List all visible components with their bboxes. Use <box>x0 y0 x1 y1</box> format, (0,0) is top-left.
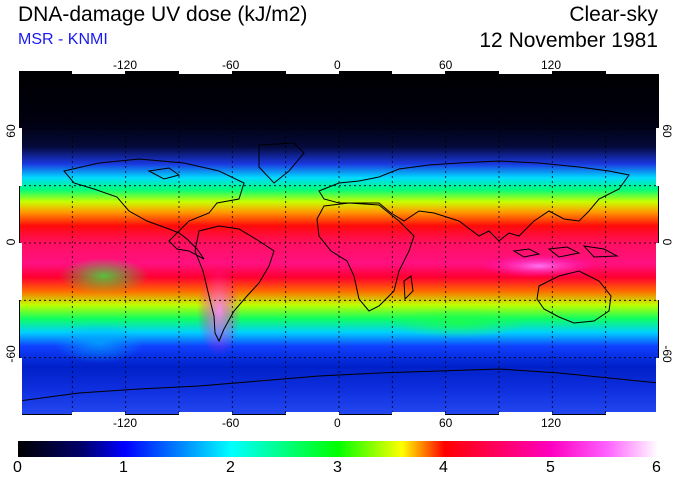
lat-tick-left-m60: -60 <box>4 345 18 363</box>
colorbar-tick-2: 2 <box>226 459 235 476</box>
lon-tick-bottom-m60: -60 <box>222 416 240 430</box>
date-label: 12 November 1981 <box>479 29 658 52</box>
colorbar <box>18 441 658 457</box>
lon-tick-bottom-0: 0 <box>334 416 341 430</box>
graticule <box>19 71 659 415</box>
lat-tick-left-60: 60 <box>4 124 18 138</box>
lon-tick-top-60: 60 <box>439 58 453 72</box>
lon-tick-bottom-60: 60 <box>439 416 453 430</box>
colorbar-tick-6: 6 <box>652 459 661 476</box>
source-label: MSR - KNMI <box>18 31 108 48</box>
lat-tick-right-0: 0 <box>660 238 674 246</box>
sky-condition-label: Clear-sky <box>569 3 658 26</box>
lon-tick-bottom-m120: -120 <box>113 416 138 430</box>
coastlines <box>19 142 659 402</box>
south-pacific-cloud <box>54 323 144 363</box>
andes-hotspot <box>197 266 241 356</box>
lon-tick-bottom-120: 120 <box>541 416 562 430</box>
frame-ticks <box>19 71 659 415</box>
lon-tick-top-m120: -120 <box>113 58 138 72</box>
colorbar-tick-1: 1 <box>119 459 128 476</box>
colorbar-tick-3: 3 <box>333 459 342 476</box>
lon-tick-top-0: 0 <box>334 58 341 72</box>
lat-tick-right-60: 60 <box>660 124 674 138</box>
indian-ocean-cloud <box>389 308 529 338</box>
colorbar-tick-0: 0 <box>13 459 22 476</box>
lat-tick-right-m60: -60 <box>660 345 674 363</box>
uv-dose-map <box>19 71 659 415</box>
indonesia-hotspot <box>479 254 599 278</box>
lat-tick-left-0: 0 <box>4 238 18 246</box>
colorbar-gradient <box>18 441 658 457</box>
colorbar-tick-5: 5 <box>546 459 555 476</box>
colorbar-tick-4: 4 <box>439 459 448 476</box>
lon-tick-top-m60: -60 <box>222 58 240 72</box>
map-title: DNA-damage UV dose (kJ/m2) <box>18 3 308 26</box>
pacific-cloud-band <box>59 258 149 294</box>
lon-tick-top-120: 120 <box>541 58 562 72</box>
